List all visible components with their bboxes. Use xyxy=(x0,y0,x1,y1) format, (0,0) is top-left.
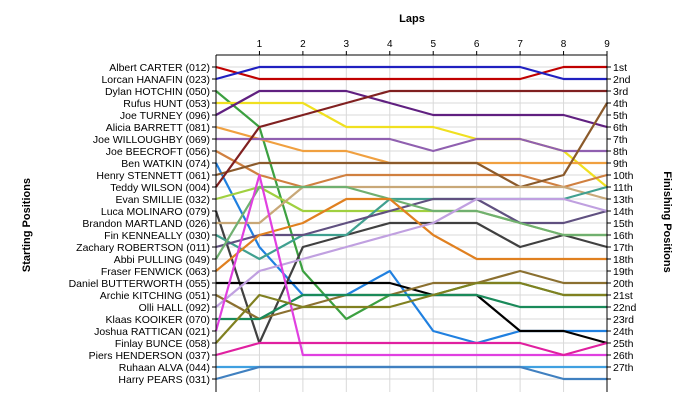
finishing-position-label: 7th xyxy=(613,134,628,146)
finishing-position-label: 13th xyxy=(613,194,634,206)
finishing-position-label: 5th xyxy=(613,110,628,122)
series-line xyxy=(214,210,608,345)
starting-position-label: Ben WATKIN (074) xyxy=(121,158,210,170)
starting-position-label: Fraser FENWICK (063) xyxy=(101,266,210,278)
starting-position-label: Archie KITCHING (051) xyxy=(100,290,210,302)
finishing-position-label: 11th xyxy=(613,182,633,194)
series-line xyxy=(215,65,607,81)
y-axis-label-right: Finishing Positions xyxy=(661,171,673,272)
finishing-position-label: 24th xyxy=(613,326,634,338)
y-axis-label-left: Starting Positions xyxy=(21,178,33,272)
x-tick-label: 1 xyxy=(257,39,263,50)
finishing-position-label: 19th xyxy=(613,266,634,278)
series-group xyxy=(214,65,608,381)
finishing-position-label: 21st xyxy=(613,290,633,302)
starting-position-label: Brandon MARTLAND (026) xyxy=(82,218,210,230)
chart-title: Laps xyxy=(399,13,425,25)
finishing-position-label: 22nd xyxy=(613,302,637,314)
starting-position-label: Joe BEECROFT (056) xyxy=(106,146,210,158)
starting-position-label: Evan SMILLIE (032) xyxy=(115,194,210,206)
starting-position-label: Olli HALL (092) xyxy=(139,302,210,314)
series-line xyxy=(216,293,607,321)
starting-position-label: Piers HENDERSON (037) xyxy=(89,350,210,362)
series-line xyxy=(215,281,607,344)
x-tick-label: 3 xyxy=(344,39,350,50)
x-tick-label: 5 xyxy=(430,39,436,50)
finishing-position-label: 23rd xyxy=(613,314,634,326)
series-line xyxy=(214,173,607,357)
series-line xyxy=(215,162,607,345)
starting-position-label: Joshua RATTICAN (021) xyxy=(94,326,210,338)
x-tick-label: 6 xyxy=(474,39,480,50)
series-line xyxy=(215,185,607,260)
starting-position-label: Harry PEARS (031) xyxy=(118,374,210,386)
finishing-position-label: 25th xyxy=(613,338,634,350)
series-line xyxy=(216,137,607,153)
starting-position-label: Finlay BUNCE (058) xyxy=(115,338,210,350)
starting-position-label: Fin KENNEALLY (030) xyxy=(104,230,210,242)
series-line xyxy=(215,102,608,189)
starting-position-label: Rufus HUNT (053) xyxy=(123,98,210,110)
finishing-position-label: 1st xyxy=(613,62,627,74)
finishing-position-label: 6th xyxy=(613,122,628,134)
series-line xyxy=(215,89,607,188)
finishing-position-label: 27th xyxy=(613,362,634,374)
starting-position-label: Dylan HOTCHIN (050) xyxy=(105,86,210,98)
series-line xyxy=(215,197,607,272)
series-line xyxy=(215,365,607,381)
starting-position-label: Lorcan HANAFIN (023) xyxy=(101,74,210,86)
series-line xyxy=(215,341,608,357)
x-tick-label: 2 xyxy=(300,39,306,50)
finishing-position-label: 14th xyxy=(613,206,634,218)
starting-position-label: Luca MOLINARO (079) xyxy=(101,206,210,218)
x-tick-label: 9 xyxy=(604,39,610,50)
x-tick-label: 7 xyxy=(517,39,523,50)
finishing-position-label: 9th xyxy=(613,158,628,170)
finishing-position-label: 16th xyxy=(613,230,634,242)
starting-position-label: Henry STENNETT (061) xyxy=(96,170,210,182)
starting-position-label: Daniel BUTTERWORTH (055) xyxy=(69,278,210,290)
series-line xyxy=(215,150,608,189)
finishing-position-label: 10th xyxy=(613,170,634,182)
finishing-position-label: 3rd xyxy=(613,86,628,98)
axes xyxy=(212,51,611,392)
starting-position-label: Klaas KOOIKER (070) xyxy=(106,314,210,326)
finishing-position-label: 18th xyxy=(613,254,634,266)
starting-position-label: Joe TURNEY (096) xyxy=(120,110,210,122)
starting-position-label: Ruhaan ALVA (044) xyxy=(119,362,210,374)
x-tick-label: 8 xyxy=(561,39,567,50)
series-line xyxy=(216,185,608,225)
finishing-position-label: 15th xyxy=(613,218,634,230)
finishing-position-label: 17th xyxy=(613,242,634,254)
finishing-position-label: 8th xyxy=(613,146,628,158)
starting-position-label: Zachary ROBERTSON (011) xyxy=(76,242,210,254)
starting-position-label: Albert CARTER (012) xyxy=(109,62,210,74)
labels-group: 1 2 3 4 5 6 7 8 9 Albert CARTER (012)Lorcan HANAF… xyxy=(69,39,637,386)
series-line xyxy=(215,269,607,321)
finishing-position-label: 26th xyxy=(613,350,634,362)
starting-position-label: Joe WILLOUGHBY (069) xyxy=(93,134,210,146)
finishing-position-label: 4th xyxy=(613,98,628,110)
starting-position-label: Teddy WILSON (004) xyxy=(110,182,210,194)
starting-position-label: Alicia BARRETT (081) xyxy=(106,122,210,134)
series-line xyxy=(215,89,608,129)
x-tick-label: 4 xyxy=(387,39,393,50)
series-line xyxy=(215,65,607,81)
finishing-position-label: 20th xyxy=(613,278,634,290)
series-line xyxy=(216,281,608,345)
finishing-position-label: 2nd xyxy=(613,74,631,86)
starting-position-label: Abbi PULLING (049) xyxy=(114,254,210,266)
